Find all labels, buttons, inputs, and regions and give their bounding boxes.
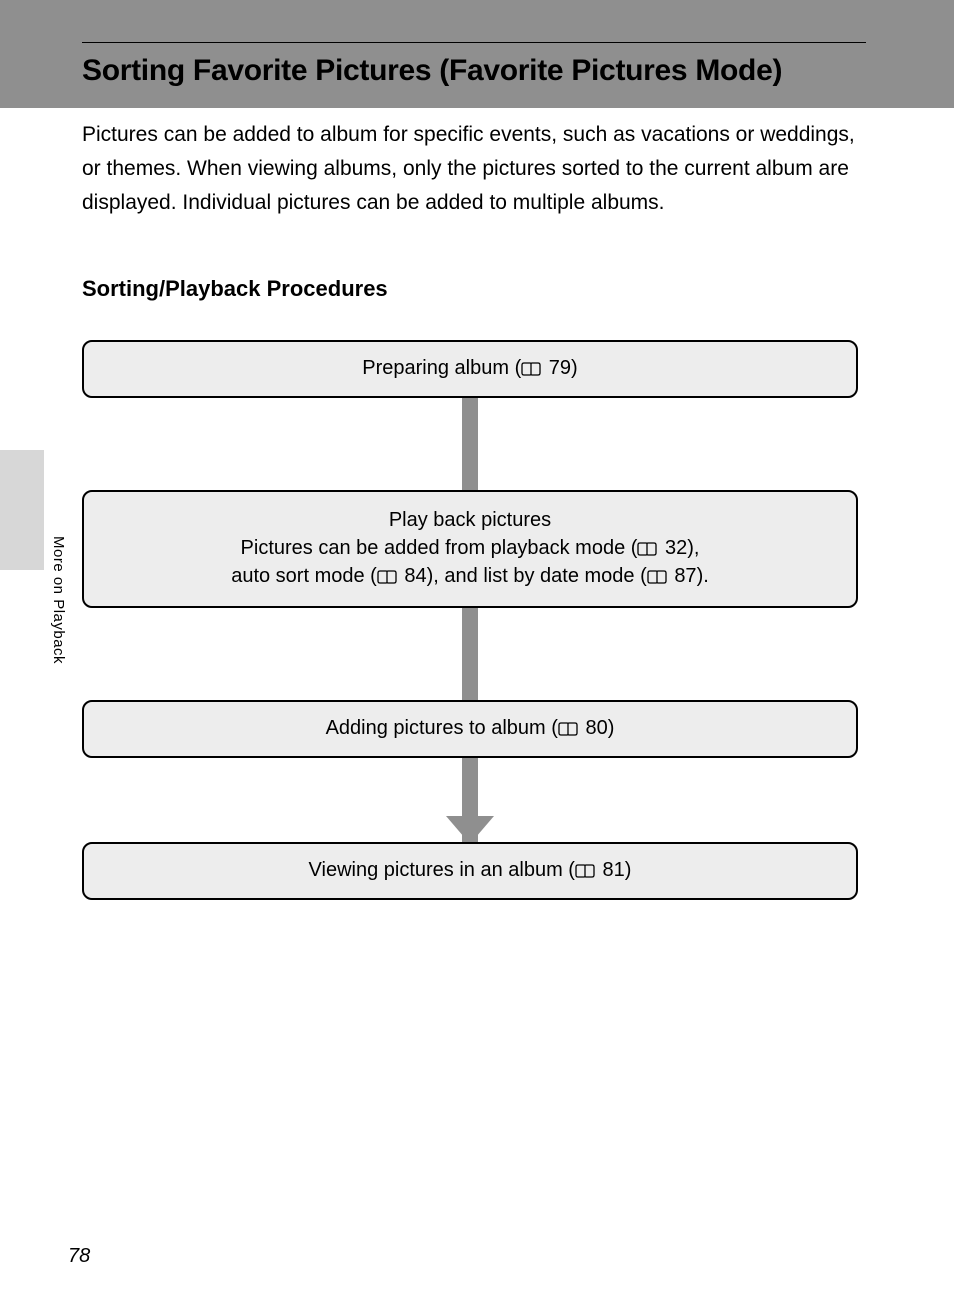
header-rule: [82, 42, 866, 43]
node-ref: 81: [603, 859, 625, 881]
t: 87: [674, 565, 696, 587]
node-pre: Viewing pictures in an album (: [309, 859, 575, 881]
node-line-2: Pictures can be added from playback mode…: [104, 534, 836, 562]
node-text: Adding pictures to album ( 80): [326, 717, 615, 739]
node-text: Viewing pictures in an album ( 81): [309, 859, 632, 881]
procedures-subheading: Sorting/Playback Procedures: [82, 276, 858, 302]
t: 32: [665, 537, 687, 559]
node-line-1: Play back pictures: [104, 506, 836, 534]
node-pre: Adding pictures to album (: [326, 717, 558, 739]
flow-connector: [82, 398, 858, 490]
flow-connector: [82, 608, 858, 700]
intro-paragraph: Pictures can be added to album for speci…: [82, 118, 858, 220]
page-ref-icon: [575, 864, 595, 878]
flow-node-play-back: Play back pictures Pictures can be added…: [82, 490, 858, 608]
side-section-label: More on Playback: [50, 536, 67, 664]
t: 84: [404, 565, 426, 587]
node-text: Preparing album ( 79): [362, 357, 577, 379]
page-number: 78: [68, 1245, 90, 1268]
node-post: ): [608, 717, 615, 739]
node-pre: Preparing album (: [362, 357, 521, 379]
arrow-head-icon: [446, 816, 494, 844]
header-band: Sorting Favorite Pictures (Favorite Pict…: [0, 0, 954, 108]
page-ref-icon: [521, 362, 541, 376]
t: Pictures can be added from playback mode…: [241, 537, 638, 559]
node-post: ): [571, 357, 578, 379]
t: ).: [697, 565, 709, 587]
t: auto sort mode (: [231, 565, 377, 587]
flowchart: Preparing album ( 79) Play back pictures…: [82, 340, 858, 900]
page-ref-icon: [558, 722, 578, 736]
flow-node-adding-pictures: Adding pictures to album ( 80): [82, 700, 858, 758]
node-ref: 80: [585, 717, 607, 739]
page-ref-icon: [377, 570, 397, 584]
t: ), and list by date mode (: [427, 565, 647, 587]
page-ref-icon: [637, 542, 657, 556]
flow-node-viewing-pictures: Viewing pictures in an album ( 81): [82, 842, 858, 900]
t: ),: [687, 537, 699, 559]
content-area: Pictures can be added to album for speci…: [82, 118, 858, 900]
page-title: Sorting Favorite Pictures (Favorite Pict…: [82, 54, 782, 88]
node-ref: 79: [549, 357, 571, 379]
node-post: ): [625, 859, 632, 881]
node-line-3: auto sort mode ( 84), and list by date m…: [104, 562, 836, 590]
side-tab: [0, 450, 44, 570]
flow-connector-arrow: [82, 758, 858, 842]
page-ref-icon: [647, 570, 667, 584]
flow-node-preparing-album: Preparing album ( 79): [82, 340, 858, 398]
